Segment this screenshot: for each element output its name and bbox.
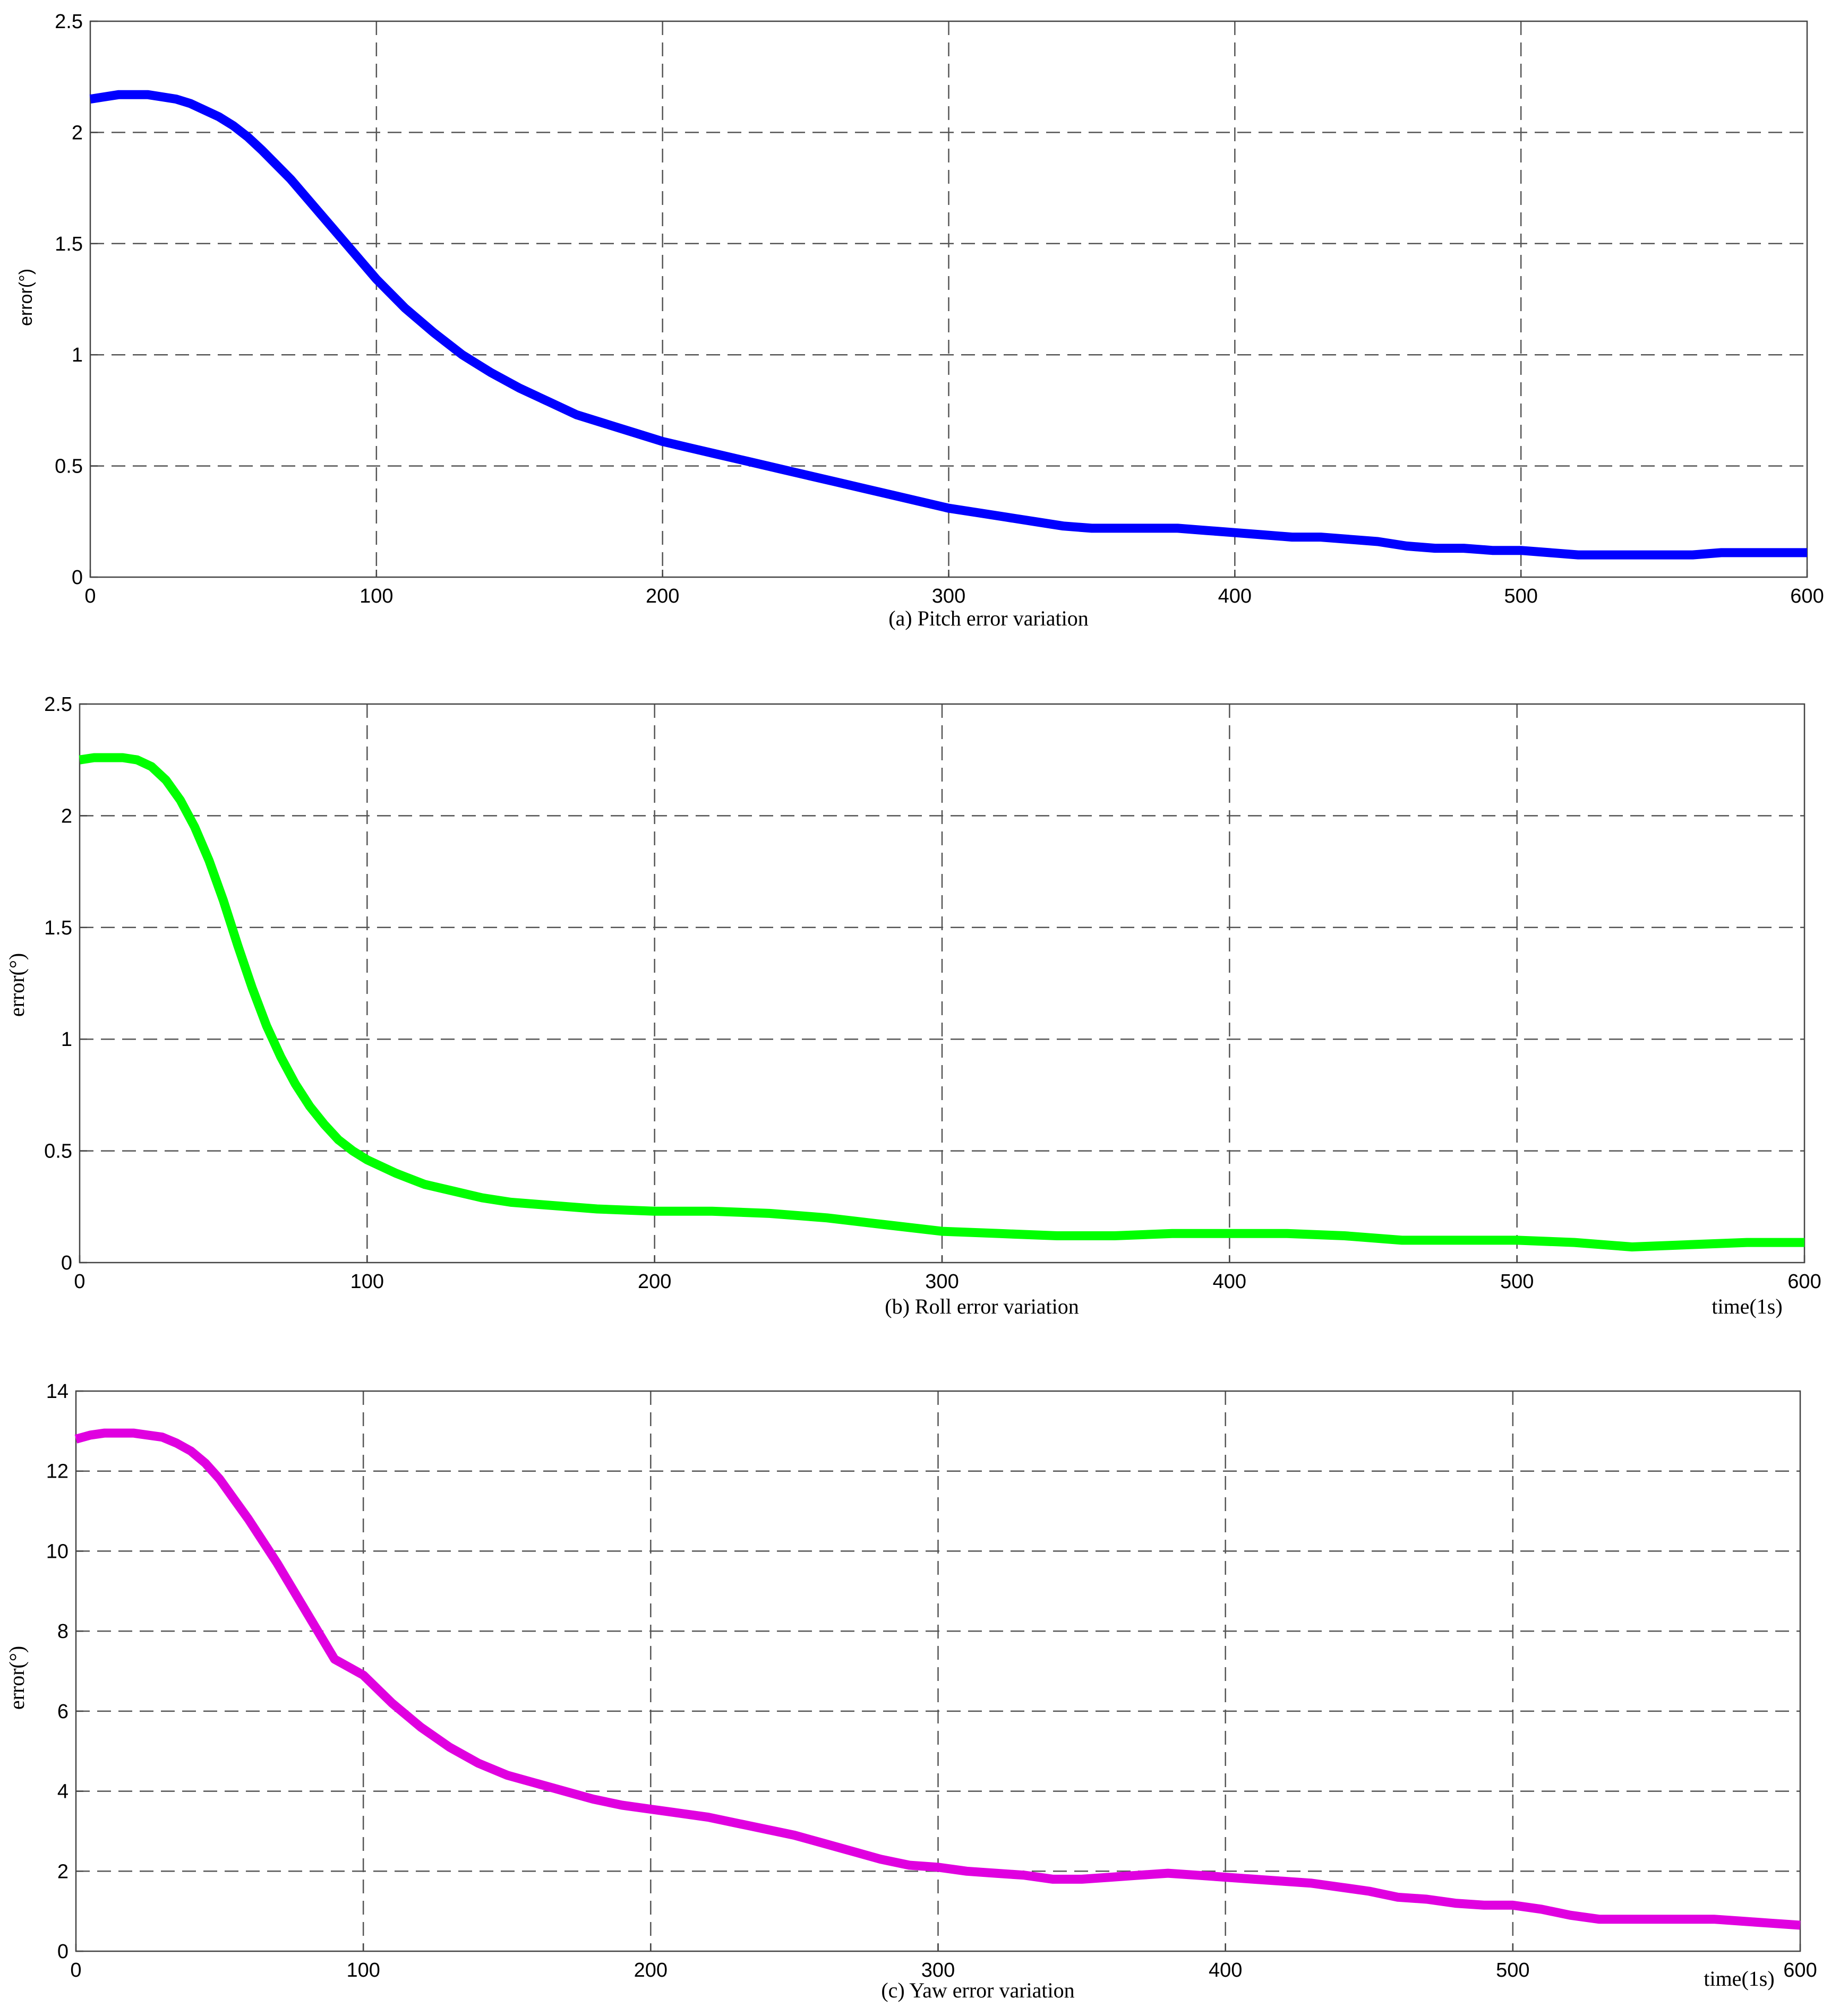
y-tick-label: 0.5 [55,456,83,478]
series-line [79,753,1804,1251]
roll-error-chart: 0 100 200 300 400 500 600 0 0.5 1 1.5 2 2.5 error(°) (… [5,693,1821,1318]
x-tick-label: 200 [638,1271,671,1293]
x-tick-label: 300 [921,1959,955,1981]
y-tick-label: 1.5 [55,233,83,255]
plot-frame [75,1390,1801,1952]
x-axis-label: time(1s) [1712,1294,1782,1318]
y-tick-label: 2.5 [55,11,83,33]
y-tick-label: 0.5 [44,1140,72,1163]
x-tick-label: 600 [1787,1271,1821,1293]
y-tick-label: 0 [57,1941,69,1963]
y-tick-label: 2 [61,805,72,827]
series-line [74,1428,1801,1930]
y-tick-label: 14 [46,1380,69,1403]
chart-caption: (a) Pitch error variation [888,606,1089,630]
y-tick-label: 0 [61,1252,72,1274]
y-tick-label: 2.5 [44,693,72,716]
y-axis-label: error(°) [16,269,36,326]
y-tick-label: 6 [57,1701,69,1723]
y-tick-label: 8 [57,1620,69,1643]
series-line [89,90,1807,560]
x-tick-label: 0 [84,585,96,607]
x-tick-label: 400 [1213,1271,1246,1293]
chart-caption: (b) Roll error variation [885,1294,1079,1318]
x-tick-label: 400 [1218,585,1252,607]
y-axis-label: error(°) [5,953,29,1017]
x-tick-label: 200 [634,1959,668,1981]
y-tick-label: 2 [57,1860,69,1883]
x-tick-label: 300 [932,585,965,607]
y-tick-label: 12 [46,1461,69,1483]
x-tick-label: 0 [74,1271,85,1293]
pitch-error-chart: 0 100 200 300 400 500 600 0 0.5 1 1.5 2 2.5 error(°) (… [16,11,1824,630]
x-tick-label: 0 [70,1959,81,1981]
y-tick-label: 1.5 [44,917,72,939]
x-tick-label: 100 [350,1271,384,1293]
x-tick-label: 400 [1209,1959,1242,1981]
x-tick-label: 600 [1783,1959,1817,1981]
plot-frame [89,20,1808,578]
x-tick-label: 300 [925,1271,959,1293]
x-tick-label: 100 [360,585,393,607]
x-tick-label: 200 [646,585,679,607]
x-tick-label: 500 [1500,1271,1534,1293]
y-tick-label: 2 [72,122,83,144]
y-tick-label: 1 [61,1028,72,1051]
y-tick-label: 10 [46,1540,69,1563]
x-tick-label: 100 [346,1959,380,1981]
yaw-error-chart: 0 100 200 300 400 500 600 0 2 4 6 8 10 12 14 error(°) (c… [5,1380,1817,2002]
plot-frame [79,703,1806,1264]
chart-caption: (c) Yaw error variation [881,1978,1074,2002]
x-tick-label: 500 [1504,585,1537,607]
x-tick-label: 500 [1496,1959,1529,1981]
y-tick-label: 1 [72,344,83,366]
y-axis-label: error(°) [5,1646,29,1710]
x-tick-label: 600 [1790,585,1824,607]
y-tick-label: 0 [72,567,83,589]
x-axis-label: time(1s) [1704,1967,1774,1991]
y-tick-label: 4 [57,1781,69,1803]
